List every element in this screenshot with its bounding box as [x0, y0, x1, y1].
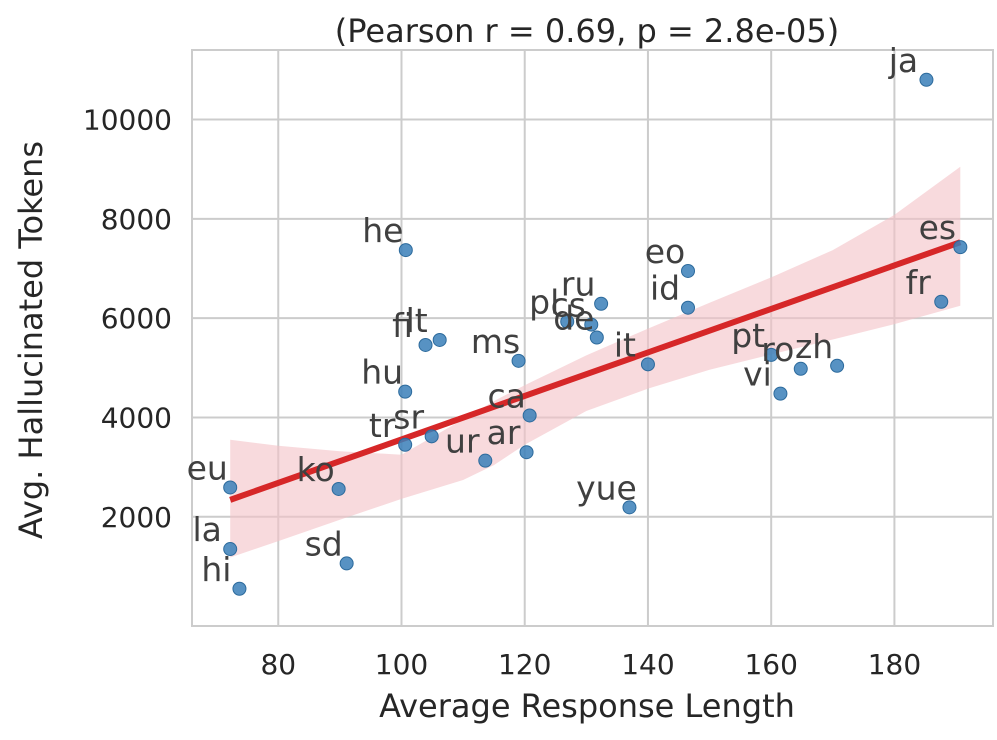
- confidence-band: [230, 166, 961, 558]
- point-label-fr: fr: [906, 263, 932, 302]
- point-label-sd: sd: [305, 524, 343, 563]
- data-point-ja: [919, 72, 934, 87]
- data-point-ru: [594, 296, 609, 311]
- point-label-it: it: [614, 325, 636, 364]
- point-label-ms: ms: [471, 322, 520, 361]
- data-point-it: [640, 357, 655, 372]
- data-point-pl: [560, 314, 575, 329]
- data-point-eo: [681, 263, 696, 278]
- y-tick-label: 6000: [101, 302, 172, 335]
- y-tick-label: 10000: [83, 104, 172, 137]
- point-label-lt: lt: [406, 301, 428, 340]
- point-label-yue: yue: [576, 468, 637, 507]
- point-label-es: es: [919, 208, 957, 247]
- point-label-ca: ca: [487, 376, 525, 415]
- x-tick-label: 120: [498, 648, 551, 681]
- grid: [192, 50, 993, 626]
- point-label-ko: ko: [297, 450, 335, 489]
- data-point-zh: [830, 358, 845, 373]
- data-point-ur: [478, 453, 493, 468]
- point-label-eo: eo: [645, 232, 686, 271]
- x-tick-label: 160: [744, 648, 797, 681]
- point-label-sr: sr: [393, 397, 424, 436]
- data-point-sd: [339, 556, 354, 571]
- data-point-ca: [522, 408, 537, 423]
- point-label-de: de: [553, 299, 594, 338]
- data-point-yue: [622, 500, 637, 515]
- point-label-id: id: [650, 269, 680, 308]
- x-tick-labels: 80 100 120 140 160 180: [260, 648, 921, 681]
- chart-title: (Pearson r = 0.69, p = 2.8e-05): [335, 12, 840, 50]
- data-point-eu: [223, 480, 238, 495]
- point-label-ja: ja: [888, 41, 918, 80]
- point-label-zh: zh: [795, 327, 833, 366]
- points-layer: [223, 72, 968, 596]
- data-point-vi: [773, 386, 788, 401]
- data-point-lt: [432, 332, 447, 347]
- confidence-band-layer: [230, 166, 961, 558]
- point-label-ur: ur: [445, 422, 480, 461]
- point-label-pt: pt: [731, 316, 765, 355]
- data-point-cs: [584, 317, 599, 332]
- plot-area: [191, 49, 994, 627]
- point-label-la: la: [193, 510, 222, 549]
- point-label-ro: ro: [761, 330, 794, 369]
- data-point-hu: [398, 384, 413, 399]
- y-tick-labels: 2000 4000 6000 8000 10000: [83, 104, 172, 534]
- data-point-la: [223, 542, 238, 557]
- point-label-eu: eu: [187, 448, 228, 487]
- point-label-fi: fi: [392, 306, 413, 345]
- point-label-cs: cs: [551, 286, 586, 325]
- x-tick-label: 100: [375, 648, 428, 681]
- point-label-he: he: [362, 211, 403, 250]
- data-point-de: [589, 330, 604, 345]
- data-point-pt: [764, 347, 779, 362]
- regression-line: [229, 239, 962, 503]
- regression-line-layer: [229, 239, 962, 503]
- y-tick-label: 4000: [101, 401, 172, 434]
- data-point-fi: [418, 337, 433, 352]
- data-point-es: [953, 240, 968, 255]
- point-label-ru: ru: [561, 265, 595, 304]
- data-point-ms: [511, 353, 526, 368]
- data-point-tr: [398, 437, 413, 452]
- data-point-sr: [424, 429, 439, 444]
- data-point-hi: [232, 581, 247, 596]
- point-label-pl: pl: [529, 283, 559, 322]
- data-point-ar: [519, 445, 534, 460]
- point-label-vi: vi: [743, 355, 772, 394]
- data-point-fr: [934, 294, 949, 309]
- x-tick-label: 180: [868, 648, 921, 681]
- y-axis-label: Avg. Hallucinated Tokens: [12, 141, 50, 539]
- data-point-ko: [331, 481, 346, 496]
- data-point-he: [398, 243, 413, 258]
- y-tick-label: 2000: [101, 501, 172, 534]
- point-label-tr: tr: [369, 406, 396, 445]
- point-label-ar: ar: [487, 413, 521, 452]
- x-axis-label: Average Response Length: [379, 687, 795, 725]
- x-tick-label: 80: [260, 648, 296, 681]
- y-tick-label: 8000: [101, 203, 172, 236]
- point-label-hi: hi: [201, 550, 231, 589]
- x-tick-label: 140: [621, 648, 674, 681]
- data-point-ro: [793, 361, 808, 376]
- data-point-id: [681, 300, 696, 315]
- point-label-hu: hu: [361, 353, 403, 392]
